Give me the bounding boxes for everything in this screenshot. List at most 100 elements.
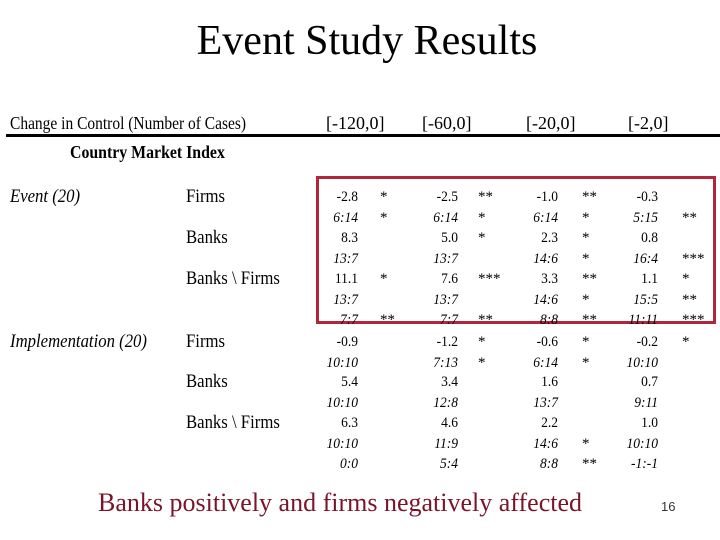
significance-stars: * — [582, 209, 590, 226]
significance-stars: ** — [682, 209, 697, 226]
group-label: Banks \ Firms — [186, 412, 280, 433]
significance-stars: ** — [582, 189, 597, 205]
table-cell: -1:-1 — [631, 456, 658, 472]
table-cell: 8.3 — [341, 230, 358, 246]
significance-stars: ** — [478, 189, 493, 205]
significance-stars: *** — [682, 250, 705, 267]
table-cell: 0.7 — [641, 374, 658, 390]
table-cell: 0.8 — [641, 230, 658, 246]
table-cell: -0.9 — [336, 334, 358, 350]
table-cell: -0.3 — [636, 189, 658, 205]
table-cell: 11.1 — [334, 271, 358, 287]
table-cell: 2.2 — [541, 415, 558, 431]
table-cell: 5.4 — [341, 374, 358, 390]
section-label-event: Event (20) — [10, 186, 81, 207]
significance-stars: * — [478, 334, 486, 350]
group-label: Firms — [186, 331, 226, 352]
group-label: Banks — [186, 371, 228, 392]
table-cell: 14:6 — [533, 250, 558, 267]
significance-stars: ** — [582, 312, 597, 328]
footer-note: Banks positively and firms negatively af… — [98, 488, 582, 517]
section-label-implementation: Implementation (20) — [10, 331, 147, 352]
slide-title: Event Study Results — [196, 18, 538, 64]
table-cell: 8:8 — [540, 312, 558, 328]
table-cell: 5:15 — [633, 209, 658, 226]
table-cell: 6:14 — [533, 209, 558, 226]
significance-stars: * — [682, 271, 690, 287]
table-cell: 15:5 — [633, 291, 658, 308]
significance-stars: * — [582, 230, 590, 246]
table-cell: 14:6 — [533, 435, 558, 452]
window-header-3: [-20,0] — [526, 113, 576, 133]
table-cell: 4.6 — [441, 415, 458, 431]
significance-stars: ** — [582, 456, 597, 472]
table-cell: -2.8 — [336, 189, 358, 205]
table-cell: 7:7 — [340, 312, 358, 328]
table-cell: -2.5 — [436, 189, 458, 205]
table-cell: 1.6 — [541, 374, 558, 390]
group-label: Banks \ Firms — [186, 268, 280, 289]
table-cell: 6:14 — [533, 354, 558, 371]
significance-stars: * — [582, 435, 590, 452]
significance-stars: * — [380, 271, 388, 287]
window-header-4: [-2,0] — [628, 113, 669, 133]
slide-number: 16 — [661, 499, 676, 514]
significance-stars: ** — [682, 291, 697, 308]
significance-stars: * — [582, 250, 590, 267]
significance-stars: * — [380, 189, 388, 205]
significance-stars: * — [582, 334, 590, 350]
group-label: Banks — [186, 227, 228, 248]
table-cell: 7:13 — [433, 354, 458, 371]
table-cell: -1.0 — [536, 189, 558, 205]
table-cell: -0.2 — [636, 334, 658, 350]
table-cell: 5:4 — [440, 456, 458, 472]
table-cell: 11:11 — [628, 312, 658, 328]
table-cell: 6:14 — [433, 209, 458, 226]
table-header: Change in Control (Number of Cases) — [10, 113, 247, 133]
table-cell: 16:4 — [633, 250, 658, 267]
table-cell: 10:10 — [626, 354, 659, 371]
table-cell: 7.6 — [441, 271, 458, 287]
significance-stars: * — [380, 209, 388, 226]
table-cell: 10:10 — [326, 435, 359, 452]
table-cell: 2.3 — [541, 230, 558, 246]
table-cell: 3.4 — [441, 374, 458, 390]
table-cell: 9:11 — [634, 394, 658, 411]
table-subheader: Country Market Index — [70, 142, 225, 162]
window-header-2: [-60,0] — [422, 113, 472, 133]
table-cell: 10:10 — [326, 354, 359, 371]
table-cell: 3.3 — [541, 271, 558, 287]
header-rule — [6, 134, 720, 137]
table-cell: 14:6 — [533, 291, 558, 308]
group-label: Firms — [186, 186, 226, 207]
table-cell: 13:7 — [333, 250, 358, 267]
significance-stars: ** — [380, 312, 395, 328]
table-cell: 11:9 — [434, 435, 458, 452]
table-cell: -1.2 — [436, 334, 458, 350]
significance-stars: * — [682, 334, 690, 350]
table-cell: 13:7 — [433, 291, 458, 308]
table-cell: 8:8 — [540, 456, 558, 472]
significance-stars: * — [478, 354, 486, 371]
table-cell: 7:7 — [440, 312, 458, 328]
table-cell: 12:8 — [433, 394, 458, 411]
table-cell: -0.6 — [536, 334, 558, 350]
table-cell: 5.0 — [441, 230, 458, 246]
significance-stars: *** — [478, 271, 501, 287]
table-cell: 6.3 — [341, 415, 358, 431]
significance-stars: ** — [582, 271, 597, 287]
highlight-box — [316, 176, 716, 324]
table-cell: 13:7 — [533, 394, 558, 411]
table-cell: 10:10 — [326, 394, 359, 411]
table-cell: 6:14 — [333, 209, 358, 226]
significance-stars: * — [582, 291, 590, 308]
significance-stars: * — [478, 230, 486, 246]
table-cell: 10:10 — [626, 435, 659, 452]
significance-stars: *** — [682, 312, 705, 328]
table-cell: 1.0 — [641, 415, 658, 431]
significance-stars: * — [582, 354, 590, 371]
table-cell: 13:7 — [333, 291, 358, 308]
significance-stars: ** — [478, 312, 493, 328]
table-cell: 1.1 — [641, 271, 658, 287]
table-cell: 13:7 — [433, 250, 458, 267]
